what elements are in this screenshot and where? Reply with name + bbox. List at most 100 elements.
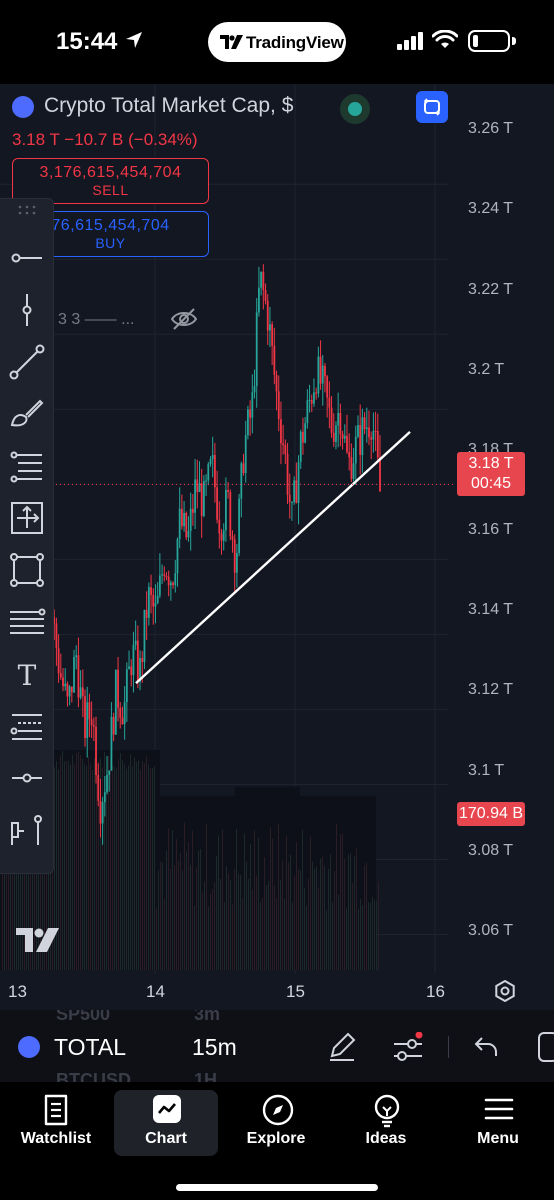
volume-bar xyxy=(308,878,309,970)
tab-label: Explore xyxy=(246,1130,306,1147)
candle-body xyxy=(332,432,335,442)
candle-body xyxy=(57,648,60,674)
volume-bar xyxy=(316,866,317,970)
interval-selector[interactable]: 15m xyxy=(192,1034,237,1060)
volume-bar xyxy=(302,830,303,970)
sell-label: SELL xyxy=(92,182,129,198)
rectangle-icon[interactable] xyxy=(8,551,46,589)
drawing-toolbar: T xyxy=(0,198,54,874)
chart-settings-icon[interactable] xyxy=(494,980,516,1002)
drawing-pen-icon[interactable] xyxy=(326,1030,358,1062)
undo-icon[interactable] xyxy=(474,1036,498,1058)
chart-icon xyxy=(153,1095,181,1123)
fullscreen-button[interactable] xyxy=(416,91,448,123)
volume-bar xyxy=(256,875,257,970)
candle-body xyxy=(183,512,185,527)
volume-bar xyxy=(68,760,69,970)
symbol-bar: SP500 3m BTCUSD 1H TOTAL 15m xyxy=(0,1010,554,1082)
eye-off-icon[interactable] xyxy=(170,306,198,332)
text-icon[interactable]: T xyxy=(8,655,46,693)
volume-bar xyxy=(118,759,119,970)
candle-body xyxy=(284,445,287,454)
indicator-legend[interactable]: 3 3 —— ... xyxy=(58,311,135,328)
candle-body xyxy=(92,725,95,727)
location-arrow-icon xyxy=(126,32,142,48)
candle-body xyxy=(187,531,190,538)
volume-bar xyxy=(214,882,215,970)
symbol-selector[interactable]: TOTAL xyxy=(54,1034,126,1060)
horizontal-ray-icon[interactable] xyxy=(8,759,46,797)
tab-menu[interactable]: Menu xyxy=(446,1090,550,1156)
candle-body xyxy=(295,480,298,503)
tab-label: Watchlist xyxy=(20,1130,92,1147)
tab-chart[interactable]: Chart xyxy=(114,1090,218,1156)
indicators-icon[interactable] xyxy=(392,1032,424,1062)
cursor-line-icon[interactable] xyxy=(8,239,46,277)
battery-tip xyxy=(512,37,516,45)
home-indicator xyxy=(176,1184,378,1191)
tradingview-logo-icon xyxy=(220,35,243,49)
candle-body xyxy=(128,666,130,670)
app-pill[interactable]: TradingView xyxy=(208,22,346,62)
candle-body xyxy=(154,603,157,607)
parallel-channel-icon[interactable] xyxy=(8,603,46,641)
volume-bar xyxy=(314,868,315,970)
pitchfork-icon[interactable] xyxy=(8,707,46,745)
volume-bar xyxy=(366,862,367,970)
candle-body xyxy=(200,483,203,516)
volume-bar xyxy=(80,755,81,970)
more-tools-button[interactable] xyxy=(538,1032,554,1062)
volume-bar xyxy=(126,768,127,970)
tab-explore[interactable]: Explore xyxy=(224,1090,328,1156)
drag-handle-icon[interactable] xyxy=(18,205,36,215)
volume-bar xyxy=(362,904,363,970)
market-status-icon[interactable] xyxy=(340,94,370,124)
tab-watchlist[interactable]: Watchlist xyxy=(4,1090,108,1156)
candle-body xyxy=(156,595,159,604)
fib-retracement-icon[interactable] xyxy=(8,447,46,485)
tab-ideas[interactable]: Ideas xyxy=(334,1090,438,1156)
volume-bar xyxy=(148,764,149,970)
trend-line-icon[interactable] xyxy=(8,343,46,381)
candle-body xyxy=(271,324,274,346)
compass-icon xyxy=(262,1094,294,1126)
volume-bar xyxy=(72,755,73,970)
volume-bar xyxy=(248,878,249,970)
volume-bar xyxy=(180,852,181,970)
volume-bar xyxy=(296,842,297,970)
candle-body xyxy=(361,417,364,455)
volume-bar xyxy=(194,905,195,970)
symbol-title[interactable]: Crypto Total Market Cap, $ xyxy=(44,94,294,117)
volume-bar xyxy=(282,859,283,970)
volume-bar xyxy=(66,761,67,970)
volume-bar xyxy=(284,898,285,970)
volume-bar xyxy=(172,830,173,970)
candle-body xyxy=(167,576,170,586)
volume-bar xyxy=(200,849,201,970)
volume-bar xyxy=(322,857,323,970)
candle-body xyxy=(172,582,174,586)
candle-body xyxy=(121,717,124,725)
volume-bar xyxy=(100,758,101,970)
chart-area[interactable]: Crypto Total Market Cap, $ 3.18 T −10.7 … xyxy=(0,84,554,1010)
candle-body xyxy=(376,430,379,458)
candle-body xyxy=(81,687,84,697)
price-axis[interactable]: 3.26 T 3.24 T 3.22 T 3.2 T 3.18 T 3.16 T… xyxy=(450,84,554,964)
candle-body xyxy=(324,365,326,377)
candle-body xyxy=(150,587,152,595)
candle-body xyxy=(66,683,69,697)
volume-bar xyxy=(210,893,211,970)
long-position-icon[interactable] xyxy=(8,811,46,849)
volume-bar xyxy=(328,868,329,970)
candle-body xyxy=(169,582,172,586)
volume-bar xyxy=(134,757,135,970)
price-chart[interactable] xyxy=(0,84,554,1010)
brush-icon[interactable] xyxy=(8,395,46,433)
volume-bar xyxy=(132,766,133,970)
candle-body xyxy=(253,386,256,393)
vertical-line-icon[interactable] xyxy=(8,291,46,329)
volume-bar xyxy=(110,756,111,970)
volume-bar xyxy=(94,758,95,970)
measure-icon[interactable] xyxy=(8,499,46,537)
sell-button[interactable]: 3,176,615,454,704 SELL xyxy=(12,158,209,204)
